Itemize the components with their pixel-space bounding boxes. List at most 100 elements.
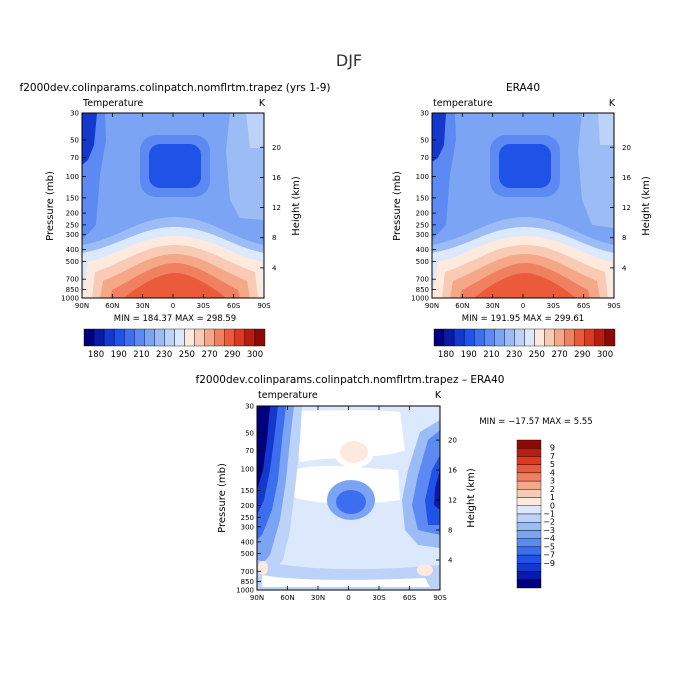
colorbar-label: 2 — [550, 485, 555, 494]
colorbar-label: −1 — [543, 510, 555, 519]
panel-model-field-label: Temperature — [82, 98, 143, 109]
x-tick-label: 60N — [455, 302, 469, 310]
colorbar-swatch — [516, 546, 542, 556]
y-tick-label: 300 — [241, 523, 254, 531]
supertitle: DJF — [336, 51, 362, 70]
y-tick-label: 700 — [241, 568, 254, 576]
colorbar-label: −3 — [543, 526, 555, 535]
colorbar-swatch — [514, 328, 525, 347]
height-tick-label: 12 — [622, 204, 631, 212]
y-tick-label: 1000 — [236, 587, 254, 595]
y-tick-label: 850 — [66, 286, 79, 294]
y-tick-label: 700 — [416, 276, 429, 284]
colorbar-label: 190 — [461, 350, 477, 360]
colorbar-swatch — [516, 571, 542, 580]
colorbar-swatch — [224, 328, 236, 347]
colorbar-label: 270 — [551, 350, 567, 360]
colorbar-label: −2 — [543, 518, 555, 527]
colorbar-swatch — [584, 328, 596, 347]
colorbar-label: 290 — [224, 350, 240, 360]
colorbar-swatch — [103, 328, 115, 347]
colorbar-swatch — [494, 328, 505, 347]
y-tick-label: 250 — [416, 221, 429, 229]
height-tick-label: 8 — [622, 234, 626, 242]
colorbar-swatch — [604, 328, 616, 347]
contour-band-7 — [124, 273, 226, 298]
contour-south-pole-inner — [598, 113, 614, 145]
panel-diff-contours — [257, 406, 440, 590]
x-tick-label: 90S — [607, 302, 621, 310]
y-tick-label: 30 — [245, 403, 254, 411]
y-tick-label: 70 — [245, 447, 254, 455]
panel-era40-field-label: temperature — [433, 98, 493, 109]
colorbar-swatch — [174, 328, 185, 347]
panel-era40-minmax: MIN = 191.95 MAX = 299.61 — [462, 314, 584, 324]
y-tick-label: 150 — [416, 194, 429, 202]
y-tick-label: 500 — [416, 258, 429, 266]
panel-diff-ylabel: Pressure (mb) — [217, 463, 228, 533]
x-tick-label: 30S — [197, 302, 211, 310]
colorbar-swatch — [516, 480, 542, 490]
colorbar-label: 1 — [550, 493, 555, 502]
contour-tropic-cold-2 — [336, 490, 366, 514]
colorbar-swatch — [154, 328, 165, 347]
colorbar-label: −5 — [543, 542, 555, 551]
colorbar-swatch — [516, 554, 542, 564]
colorbar-swatch — [463, 328, 475, 347]
height-tick-label: 20 — [448, 437, 457, 445]
colorbar-swatch — [93, 328, 105, 347]
contour-surface-warm — [417, 564, 433, 576]
colorbar-swatch — [254, 328, 266, 347]
colorbar-swatch — [516, 456, 542, 465]
contour-warm-core — [340, 441, 368, 463]
panel-era40-axes: 305070100150200250300400500700850100090N… — [411, 110, 631, 311]
colorbar-swatch — [194, 328, 205, 347]
contour-tropopause-inner — [499, 144, 551, 188]
y-tick-label: 700 — [66, 276, 79, 284]
panel-diff: f2000dev.colinparams.colinpatch.nomflrtm… — [196, 374, 593, 602]
x-tick-label: 60N — [280, 594, 294, 602]
y-tick-label: 500 — [241, 550, 254, 558]
y-tick-label: 850 — [416, 286, 429, 294]
panel-model-ylabel-right: Height (km) — [291, 176, 302, 236]
colorbar-swatch — [594, 328, 606, 347]
y-tick-label: 100 — [66, 173, 79, 181]
colorbar-label: 210 — [483, 350, 499, 360]
colorbar-swatch — [474, 328, 485, 347]
colorbar-label: 210 — [133, 350, 149, 360]
colorbar-label: −7 — [543, 551, 555, 560]
x-tick-label: 60S — [227, 302, 241, 310]
y-tick-label: 70 — [420, 154, 429, 162]
height-tick-label: 20 — [272, 144, 281, 152]
panel-era40-ylabel: Pressure (mb) — [392, 171, 403, 241]
colorbar-swatch — [574, 328, 586, 347]
y-tick-label: 200 — [416, 210, 429, 218]
x-tick-label: 90S — [257, 302, 271, 310]
height-tick-label: 16 — [622, 174, 631, 182]
colorbar-swatch — [113, 328, 125, 347]
x-tick-label: 30N — [136, 302, 150, 310]
contour-near-zero-top — [290, 410, 405, 462]
colorbar-swatch — [516, 522, 542, 531]
y-tick-label: 400 — [416, 246, 429, 254]
height-tick-label: 4 — [272, 264, 277, 272]
colorbar-swatch — [124, 328, 135, 347]
x-tick-label: 0 — [171, 302, 175, 310]
x-tick-label: 90N — [250, 594, 264, 602]
colorbar-swatch — [516, 538, 542, 548]
y-tick-label: 150 — [66, 194, 79, 202]
colorbar-swatch — [564, 328, 575, 347]
x-tick-label: 60N — [105, 302, 119, 310]
y-tick-label: 100 — [416, 173, 429, 181]
panel-model-units: K — [259, 98, 266, 109]
panel-era40-units: K — [609, 98, 616, 109]
y-tick-label: 500 — [66, 258, 79, 266]
y-tick-label: 300 — [66, 231, 79, 239]
height-tick-label: 16 — [272, 174, 281, 182]
colorbar-label: 230 — [156, 350, 172, 360]
panel-era40-colorbar: 180 190 210 230 250 270 290 300 — [433, 328, 616, 360]
colorbar-swatch — [83, 328, 95, 347]
colorbar-swatch — [433, 328, 445, 347]
colorbar-swatch — [516, 513, 542, 523]
